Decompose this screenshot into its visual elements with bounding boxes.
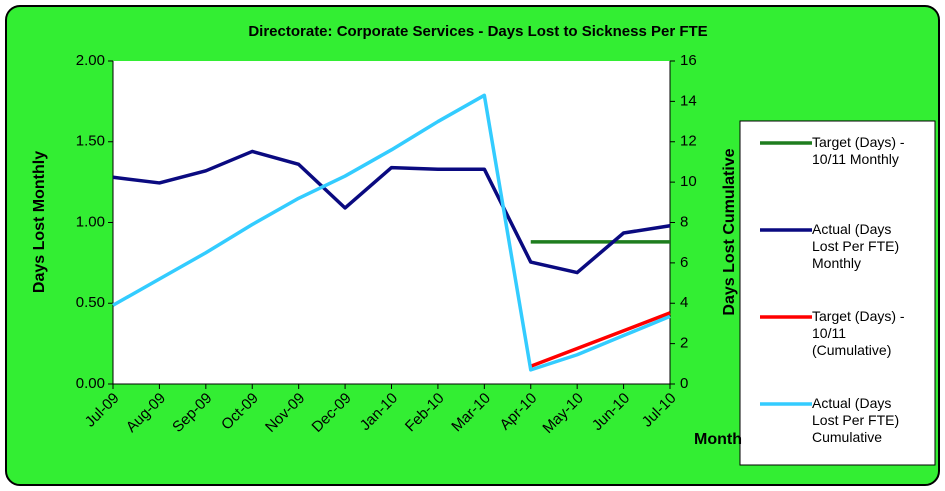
legend-label: Target (Days) - 10/11 Monthly bbox=[812, 134, 905, 167]
legend-label: Actual (Days Lost Per FTE) Monthly bbox=[812, 221, 900, 271]
plot-area bbox=[113, 61, 670, 384]
y-tick-label: 0.00 bbox=[76, 375, 105, 392]
y2-tick-label: 10 bbox=[680, 173, 697, 190]
y2-tick-label: 6 bbox=[680, 254, 688, 271]
legend-box bbox=[739, 120, 936, 466]
y2-tick-label: 2 bbox=[680, 335, 688, 352]
series-line bbox=[112, 149, 671, 275]
y2-tick-label: 0 bbox=[680, 375, 688, 392]
y-tick-label: 1.00 bbox=[76, 213, 105, 230]
chart-title: Directorate: Corporate Services - Days L… bbox=[248, 23, 707, 40]
y2-tick-label: 14 bbox=[680, 92, 697, 109]
y-tick-label: 2.00 bbox=[76, 52, 105, 69]
series-line bbox=[530, 311, 671, 368]
y2-tick-label: 8 bbox=[680, 213, 688, 230]
series-line bbox=[112, 93, 671, 372]
y-tick-label: 1.50 bbox=[76, 133, 105, 150]
legend-label: Target (Days) - 10/11 (Cumulative) bbox=[812, 308, 905, 358]
y2-axis-title: Days Lost Cumulative bbox=[721, 148, 738, 315]
y2-tick-label: 16 bbox=[680, 52, 697, 69]
legend-label: Actual (Days Lost Per FTE) Cumulative bbox=[812, 395, 900, 445]
y2-tick-label: 4 bbox=[680, 294, 688, 311]
y-axis-title: Days Lost Monthly bbox=[31, 151, 48, 293]
y-tick-label: 0.50 bbox=[76, 294, 105, 311]
y2-tick-label: 12 bbox=[680, 133, 697, 150]
x-axis-title: Month bbox=[694, 431, 742, 448]
